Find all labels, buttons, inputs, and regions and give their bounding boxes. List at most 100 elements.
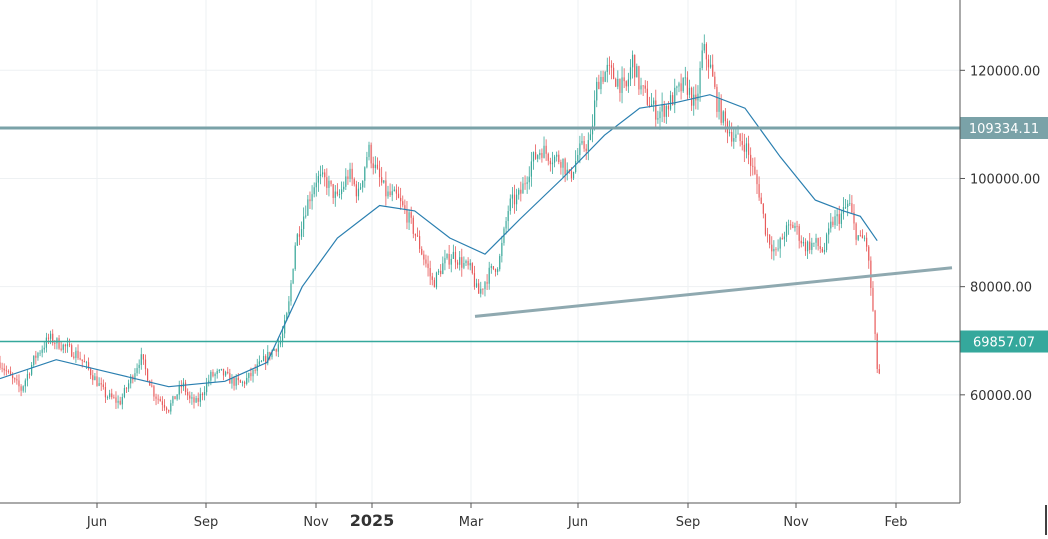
candle-body bbox=[106, 397, 109, 398]
candle-body bbox=[585, 148, 587, 151]
candle-body bbox=[505, 221, 507, 229]
candle-body bbox=[608, 64, 610, 66]
candle-body bbox=[366, 156, 368, 168]
trendline[interactable] bbox=[474, 266, 953, 318]
candle-body bbox=[3, 368, 5, 371]
candle-body bbox=[760, 197, 762, 204]
candle-body bbox=[534, 152, 537, 159]
candle-body bbox=[838, 214, 840, 224]
candle-body bbox=[516, 194, 518, 205]
candle-body bbox=[642, 85, 644, 87]
candle-body bbox=[349, 168, 351, 179]
candle-body bbox=[714, 76, 716, 87]
candle-body bbox=[109, 393, 111, 398]
candle-body bbox=[296, 234, 298, 246]
candle-body bbox=[828, 228, 830, 235]
candle-body bbox=[359, 187, 362, 189]
candle-body bbox=[307, 199, 309, 216]
candle-body bbox=[591, 125, 594, 135]
candle-body bbox=[526, 182, 528, 184]
candle-body bbox=[364, 167, 366, 181]
candle-body bbox=[442, 263, 444, 275]
candle-body bbox=[244, 382, 246, 384]
horizontal-levels[interactable]: 109334.11 69857.07 bbox=[0, 116, 1048, 353]
candle-body bbox=[357, 188, 360, 197]
candle-body bbox=[176, 394, 178, 400]
candle-body bbox=[855, 223, 857, 240]
candle-body bbox=[783, 236, 786, 240]
candle-body bbox=[444, 258, 446, 264]
candle-body bbox=[606, 64, 608, 73]
candle-body bbox=[16, 379, 18, 381]
candle-body bbox=[792, 224, 794, 228]
candle-body bbox=[631, 54, 634, 68]
level-price-label-0: 109334.11 bbox=[969, 122, 1039, 137]
candle-body bbox=[440, 270, 442, 275]
x-tick-label-4: Mar bbox=[459, 515, 484, 530]
candle-body bbox=[707, 59, 710, 68]
candle-body bbox=[615, 78, 617, 87]
candle-body bbox=[113, 397, 115, 399]
candle-body bbox=[579, 143, 581, 156]
candle-body bbox=[79, 358, 81, 360]
candle-body bbox=[180, 385, 182, 388]
trendline-layer[interactable] bbox=[474, 266, 953, 318]
candle-body bbox=[646, 88, 648, 105]
candle-body bbox=[604, 72, 606, 82]
candle-body bbox=[102, 384, 104, 387]
candle-body bbox=[581, 141, 583, 144]
candle-body bbox=[271, 350, 273, 358]
candle-body bbox=[528, 176, 530, 183]
candle-body bbox=[393, 189, 395, 192]
candle-body bbox=[300, 229, 303, 237]
candle-body bbox=[189, 395, 191, 399]
candle-body bbox=[157, 398, 159, 400]
candle-body bbox=[684, 77, 686, 79]
candle-body bbox=[75, 350, 77, 358]
candle-body bbox=[294, 245, 296, 269]
candle-body bbox=[551, 162, 554, 165]
candle-body bbox=[372, 163, 374, 169]
y-tick-label-1: 100000.00 bbox=[970, 172, 1040, 187]
candle-body bbox=[802, 241, 804, 244]
candle-body bbox=[98, 383, 100, 386]
candle-body bbox=[7, 371, 10, 372]
candle-body bbox=[834, 216, 836, 226]
candle-body bbox=[203, 392, 206, 396]
candle-body bbox=[83, 361, 85, 363]
candle-body bbox=[682, 77, 684, 92]
candle-body bbox=[728, 131, 731, 134]
candle-body bbox=[800, 240, 802, 244]
candle-body bbox=[214, 373, 216, 377]
candle-body bbox=[452, 251, 454, 259]
candle-body bbox=[50, 333, 52, 339]
candle-body bbox=[560, 162, 562, 168]
candle-body bbox=[199, 393, 201, 402]
candle-body bbox=[123, 388, 126, 398]
candle-body bbox=[303, 216, 305, 230]
candle-body bbox=[187, 392, 189, 396]
candle-body bbox=[397, 193, 400, 198]
candle-body bbox=[807, 241, 809, 252]
candle-body bbox=[94, 376, 96, 381]
candle-body bbox=[250, 372, 252, 377]
x-tick-label-8: Feb bbox=[884, 515, 907, 530]
y-tick-label-3: 60000.00 bbox=[970, 389, 1032, 404]
candle-body bbox=[507, 211, 509, 222]
candle-body bbox=[191, 397, 193, 399]
candle-body bbox=[475, 283, 478, 287]
candle-body bbox=[543, 145, 545, 158]
candle-body bbox=[26, 374, 29, 381]
candle-body bbox=[92, 375, 94, 381]
candle-body bbox=[830, 221, 832, 229]
candle-body bbox=[20, 386, 22, 391]
candle-body bbox=[524, 183, 526, 185]
candle-body bbox=[758, 184, 760, 198]
candle-body bbox=[58, 338, 60, 349]
candle-body bbox=[712, 64, 714, 77]
candle-body bbox=[153, 386, 155, 397]
candle-body bbox=[237, 377, 239, 381]
candle-body bbox=[572, 171, 575, 179]
